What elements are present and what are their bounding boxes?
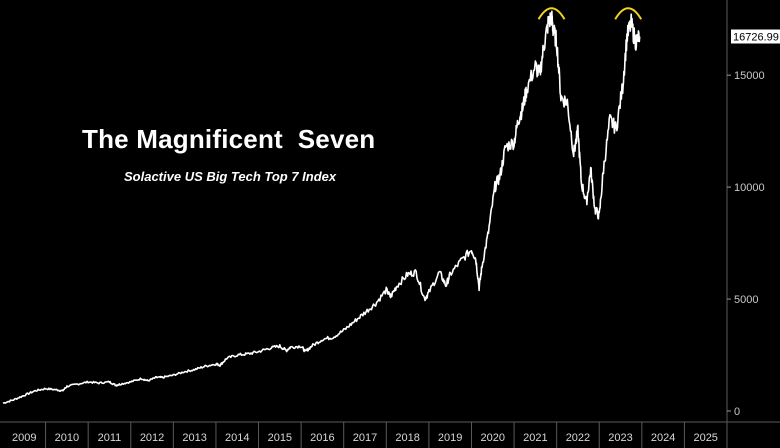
arch-peak-2023 — [614, 7, 643, 20]
chart-title: The Magnificent Seven — [82, 124, 376, 154]
x-tick-label: 2024 — [651, 432, 675, 444]
x-tick-label: 2025 — [693, 432, 717, 444]
y-tick-label: 0 — [734, 406, 740, 418]
x-tick-label: 2009 — [12, 432, 36, 444]
x-tick-label: 2013 — [182, 432, 206, 444]
x-tick-label: 2014 — [225, 432, 249, 444]
x-tick-label: 2017 — [353, 432, 377, 444]
annotation-layer — [537, 7, 643, 20]
x-tick-label: 2021 — [523, 432, 547, 444]
x-tick-label: 2010 — [55, 432, 79, 444]
series-layer — [2, 10, 641, 404]
x-tick-label: 2023 — [608, 432, 632, 444]
x-tick-label: 2011 — [98, 432, 122, 444]
x-tick-label: 2020 — [481, 432, 505, 444]
x-tick-label: 2018 — [395, 432, 419, 444]
y-tick-label: 10000 — [734, 182, 765, 194]
x-tick-label: 2022 — [566, 432, 590, 444]
y-tick-label: 15000 — [734, 70, 765, 82]
x-tick-label: 2015 — [268, 432, 292, 444]
x-tick-label: 2019 — [438, 432, 462, 444]
y-tick-label: 5000 — [734, 294, 758, 306]
last-value-box — [731, 29, 780, 44]
x-tick-label: 2016 — [310, 432, 334, 444]
arch-peak-2021 — [537, 7, 566, 20]
last-value-label: 16726.99 — [733, 32, 779, 44]
chart-subtitle: Solactive US Big Tech Top 7 Index — [124, 169, 337, 184]
series-line — [2, 10, 641, 404]
x-tick-label: 2012 — [140, 432, 164, 444]
